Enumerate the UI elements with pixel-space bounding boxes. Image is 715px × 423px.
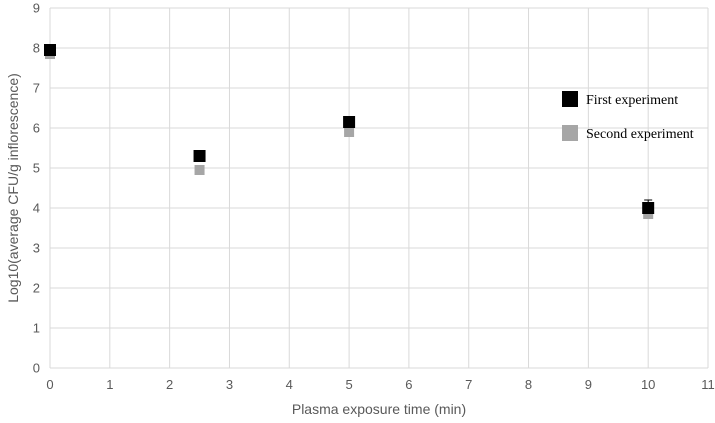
y-tick-label: 5 [33,161,40,176]
y-axis-title: Log10(average CFU/g inflorescence) [5,73,21,303]
y-tick-label: 3 [33,241,40,256]
legend: First experiment Second experiment [562,91,694,142]
y-tick-label: 4 [33,201,40,216]
x-axis-ticks: 0 1 2 3 4 5 6 7 8 9 10 11 [46,377,714,392]
y-tick-label: 8 [33,41,40,56]
data-point-first-experiment [44,44,56,56]
x-tick-label: 0 [46,377,53,392]
x-tick-label: 6 [405,377,412,392]
x-tick-label: 8 [525,377,532,392]
data-point-second-experiment [194,165,205,175]
y-tick-label: 9 [33,1,40,16]
data-point-first-experiment [193,150,206,162]
y-tick-label: 6 [33,121,40,136]
legend-label: Second experiment [586,127,694,142]
y-tick-label: 7 [33,81,40,96]
x-tick-label: 4 [286,377,293,392]
x-tick-label: 7 [465,377,472,392]
data-points [44,44,655,219]
legend-label: First experiment [586,93,678,108]
data-point-first-experiment [343,116,356,128]
x-tick-label: 5 [345,377,352,392]
x-tick-label: 11 [701,377,715,392]
y-tick-label: 0 [33,361,40,376]
data-point-first-experiment [642,202,655,214]
y-axis-ticks: 0 1 2 3 4 5 6 7 8 9 [33,1,40,376]
grid-lines [49,7,709,369]
x-tick-label: 2 [166,377,173,392]
x-tick-label: 1 [106,377,113,392]
x-tick-label: 9 [585,377,592,392]
x-tick-label: 3 [226,377,233,392]
legend-marker [562,91,578,107]
y-tick-label: 1 [33,321,40,336]
x-axis-title: Plasma exposure time (min) [292,401,466,417]
y-tick-label: 2 [33,281,40,296]
x-tick-label: 10 [641,377,655,392]
data-point-second-experiment [344,127,355,137]
legend-marker [562,125,578,141]
